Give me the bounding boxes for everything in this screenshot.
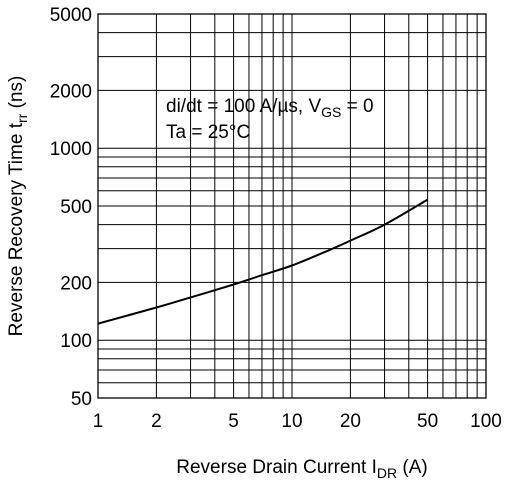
y-tick-label: 200 [60,273,92,294]
grid-layer [98,14,486,398]
annotation-part: di/dt = 100 A/µs, V [166,96,321,117]
y-tick-label: 5000 [50,5,92,26]
series-line [97,198,429,325]
y-tick-label: 2000 [50,81,92,102]
x-tick-label: 5 [228,411,239,432]
y-axis-label: Reverse Recovery Time trr (ns) [6,76,30,337]
x-tick-label: 100 [470,411,502,432]
annotation-conditions: di/dt = 100 A/µs, VGS = 0 [166,96,374,120]
x-tick-label: 10 [281,411,302,432]
plot-frame [97,13,487,399]
y-tick-label: 50 [71,389,92,410]
y-tick-label: 500 [60,197,92,218]
y-tick-label: 100 [60,331,92,352]
x-tick-label: 1 [93,411,104,432]
annotation-part: = 0 [341,96,373,117]
annotation-part: GS [321,104,341,120]
x-tick-label: 2 [151,411,162,432]
y-tick-label: 1000 [50,139,92,160]
tick-labels: 1 2 5 10 20 50 100 50 100 200 500 1000 2000 5000 [50,5,502,432]
annotation-temperature: Ta = 25°C [166,122,250,143]
annotation-part: Ta = 25°C [166,122,250,143]
series-layer [97,198,429,325]
x-tick-label: 50 [417,411,438,432]
x-axis-label: Reverse Drain Current IDR (A) [176,457,427,481]
x-tick-label: 20 [340,411,361,432]
